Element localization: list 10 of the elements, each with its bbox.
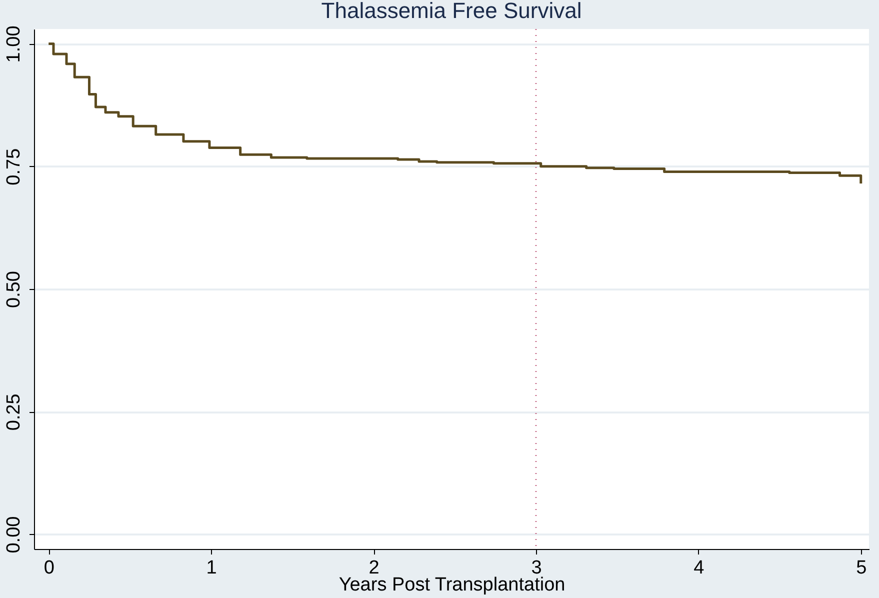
y-tick-label: 0.00: [4, 516, 24, 554]
x-tick-label: 4: [694, 558, 705, 578]
y-tick-label: 0.75: [4, 148, 24, 186]
y-tick-label: 0.50: [4, 271, 24, 308]
x-tick-label: 1: [206, 558, 217, 578]
y-tick-label: 1.00: [4, 26, 24, 63]
chart-title: Thalassemia Free Survival: [321, 0, 582, 24]
y-tick-label: 0.25: [4, 394, 24, 431]
x-tick-label: 5: [856, 558, 867, 578]
x-tick-label: 0: [44, 558, 54, 578]
